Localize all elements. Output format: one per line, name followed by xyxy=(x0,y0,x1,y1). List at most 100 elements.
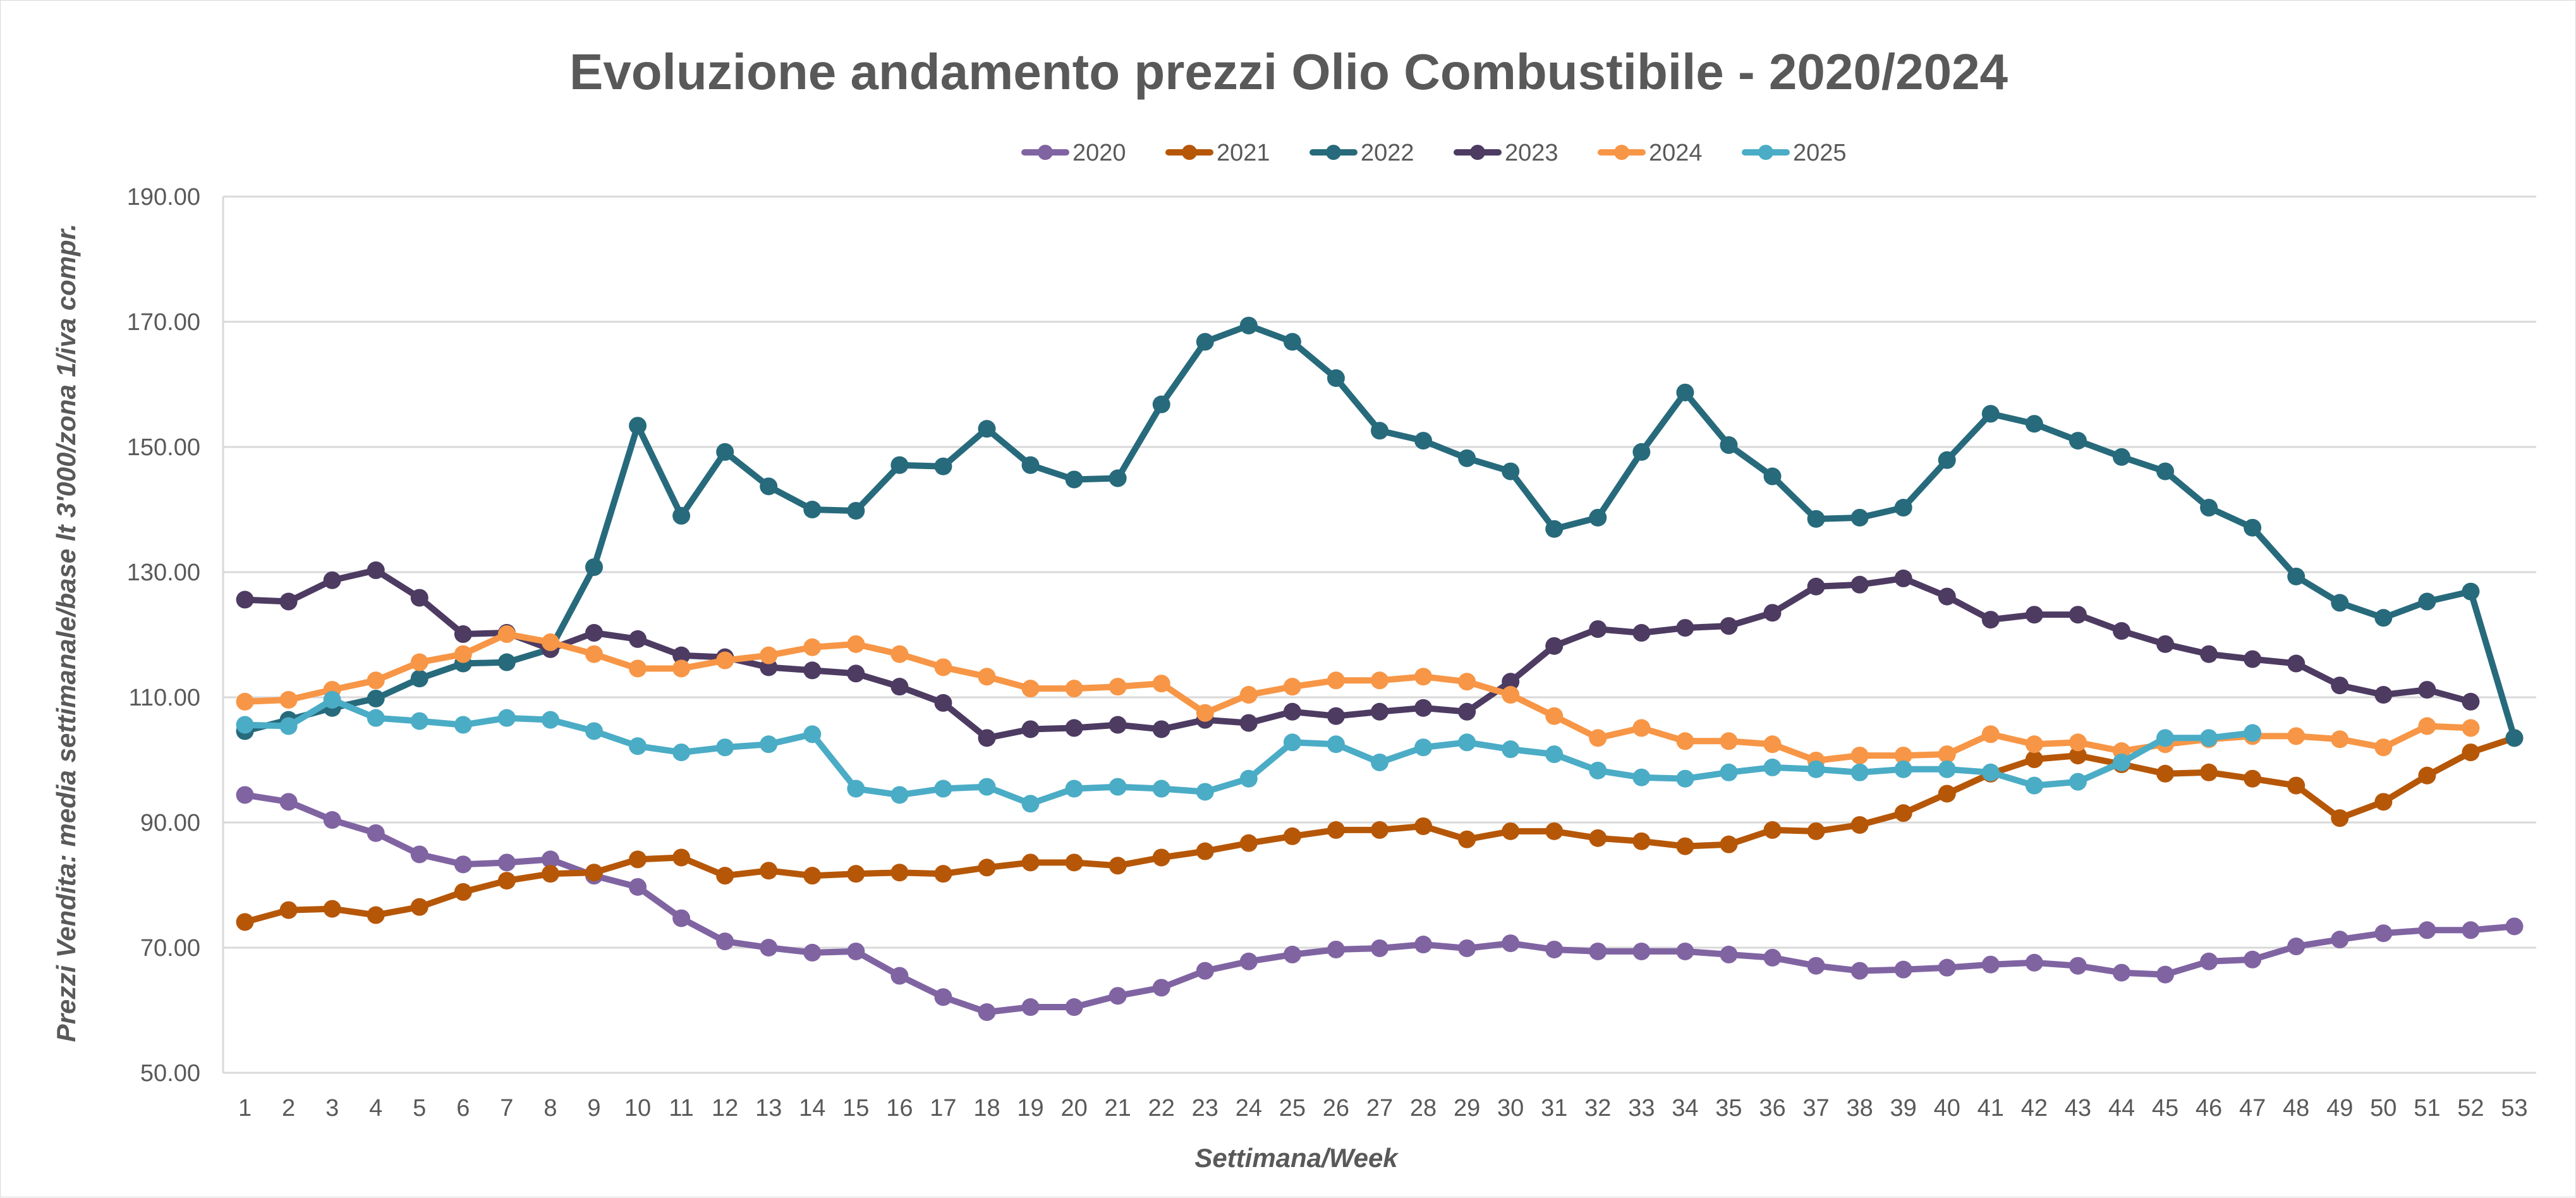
legend-item-2024: 2024 xyxy=(1598,140,1703,166)
data-point xyxy=(1938,785,1956,803)
data-point xyxy=(847,779,865,798)
data-point xyxy=(1545,707,1564,725)
data-point xyxy=(2069,747,2087,765)
data-point xyxy=(672,743,691,762)
data-point xyxy=(1371,939,1388,957)
x-tick-label: 17 xyxy=(930,1095,956,1122)
x-tick-label: 27 xyxy=(1366,1095,1393,1122)
data-point xyxy=(716,867,734,885)
data-point xyxy=(2069,733,2087,752)
data-point xyxy=(2112,622,2130,640)
data-point xyxy=(1283,678,1301,696)
data-point xyxy=(454,645,472,663)
data-point xyxy=(1632,624,1651,642)
x-tick-label: 18 xyxy=(973,1095,1000,1122)
data-point xyxy=(1109,469,1127,487)
data-point xyxy=(2462,692,2480,711)
y-axis-ticks: 50.00 70.00 90.00 110.00 130.00 150.00 170.00 1… xyxy=(127,184,200,1087)
data-point xyxy=(1938,451,1956,469)
data-point xyxy=(1589,620,1607,639)
data-point xyxy=(585,624,603,642)
data-point xyxy=(1109,987,1127,1005)
x-tick-label: 14 xyxy=(799,1095,825,1122)
x-tick-label: 33 xyxy=(1628,1095,1655,1122)
data-point xyxy=(585,864,603,882)
data-point xyxy=(1938,760,1956,778)
x-tick-label: 29 xyxy=(1454,1095,1480,1122)
data-point xyxy=(629,877,647,896)
data-point xyxy=(1283,733,1301,752)
data-point xyxy=(1414,668,1433,686)
legend-label: 2022 xyxy=(1361,140,1414,166)
legend-label: 2025 xyxy=(1793,140,1847,166)
data-point xyxy=(1196,962,1214,980)
legend-marker-icon xyxy=(1470,145,1485,160)
data-point xyxy=(2418,766,2436,785)
x-tick-label: 48 xyxy=(2283,1095,2309,1122)
x-tick-label: 45 xyxy=(2152,1095,2178,1122)
data-point xyxy=(1196,842,1214,860)
data-point xyxy=(1239,952,1258,970)
data-point xyxy=(978,1003,996,1021)
data-point xyxy=(1458,673,1476,691)
x-tick-label: 40 xyxy=(1934,1095,1960,1122)
x-tick-label: 50 xyxy=(2370,1095,2397,1122)
data-point xyxy=(454,883,472,901)
data-point xyxy=(2025,776,2043,795)
data-point xyxy=(2505,917,2524,936)
data-point xyxy=(1502,822,1520,840)
data-point xyxy=(2505,729,2524,747)
data-point xyxy=(1894,804,1912,822)
x-tick-label: 5 xyxy=(413,1095,426,1122)
data-point xyxy=(279,901,298,919)
data-point xyxy=(1458,830,1476,848)
data-point xyxy=(2200,729,2218,747)
data-point xyxy=(2462,743,2480,762)
x-tick-label: 7 xyxy=(500,1095,513,1122)
x-tick-label: 44 xyxy=(2108,1095,2135,1122)
data-point xyxy=(1239,686,1258,704)
data-point xyxy=(1720,617,1738,635)
data-point xyxy=(2462,921,2480,939)
legend-label: 2023 xyxy=(1505,140,1558,166)
data-point xyxy=(2200,952,2218,970)
data-point xyxy=(847,635,865,653)
data-point xyxy=(1720,763,1738,781)
data-point xyxy=(1371,702,1388,721)
data-point xyxy=(236,786,254,804)
x-tick-label: 21 xyxy=(1105,1095,1131,1122)
data-point xyxy=(2025,750,2043,769)
data-point xyxy=(1981,611,2000,629)
data-point xyxy=(2200,499,2218,517)
data-point xyxy=(585,558,603,577)
data-point xyxy=(410,898,428,916)
data-point xyxy=(1283,333,1301,351)
data-point xyxy=(410,653,428,671)
data-point xyxy=(1763,758,1782,776)
x-tick-label: 15 xyxy=(842,1095,869,1122)
x-tick-label: 25 xyxy=(1279,1095,1306,1122)
data-point xyxy=(672,848,691,867)
data-point xyxy=(1589,729,1607,747)
data-point xyxy=(279,592,298,611)
data-point xyxy=(629,850,647,869)
series-group xyxy=(236,316,2524,1021)
data-point xyxy=(585,722,603,740)
x-tick-label: 26 xyxy=(1323,1095,1349,1122)
x-axis-ticks: 1 2 3 4 5 6 7 8 9 10 11 12 13 14 15 16 17 18 19 20 21 22 23 24 2… xyxy=(238,1095,2528,1122)
data-point xyxy=(1632,768,1651,786)
data-point xyxy=(1458,733,1476,752)
data-point xyxy=(934,694,952,712)
data-point xyxy=(1239,714,1258,732)
data-point xyxy=(760,646,778,664)
x-tick-label: 34 xyxy=(1672,1095,1698,1122)
data-point xyxy=(672,506,691,525)
data-point xyxy=(2156,635,2175,653)
data-point xyxy=(367,671,385,690)
x-tick-label: 13 xyxy=(755,1095,782,1122)
data-point xyxy=(1545,637,1564,655)
data-point xyxy=(716,738,734,757)
data-point xyxy=(367,689,385,707)
data-point xyxy=(2200,763,2218,781)
data-point xyxy=(2287,938,2306,956)
